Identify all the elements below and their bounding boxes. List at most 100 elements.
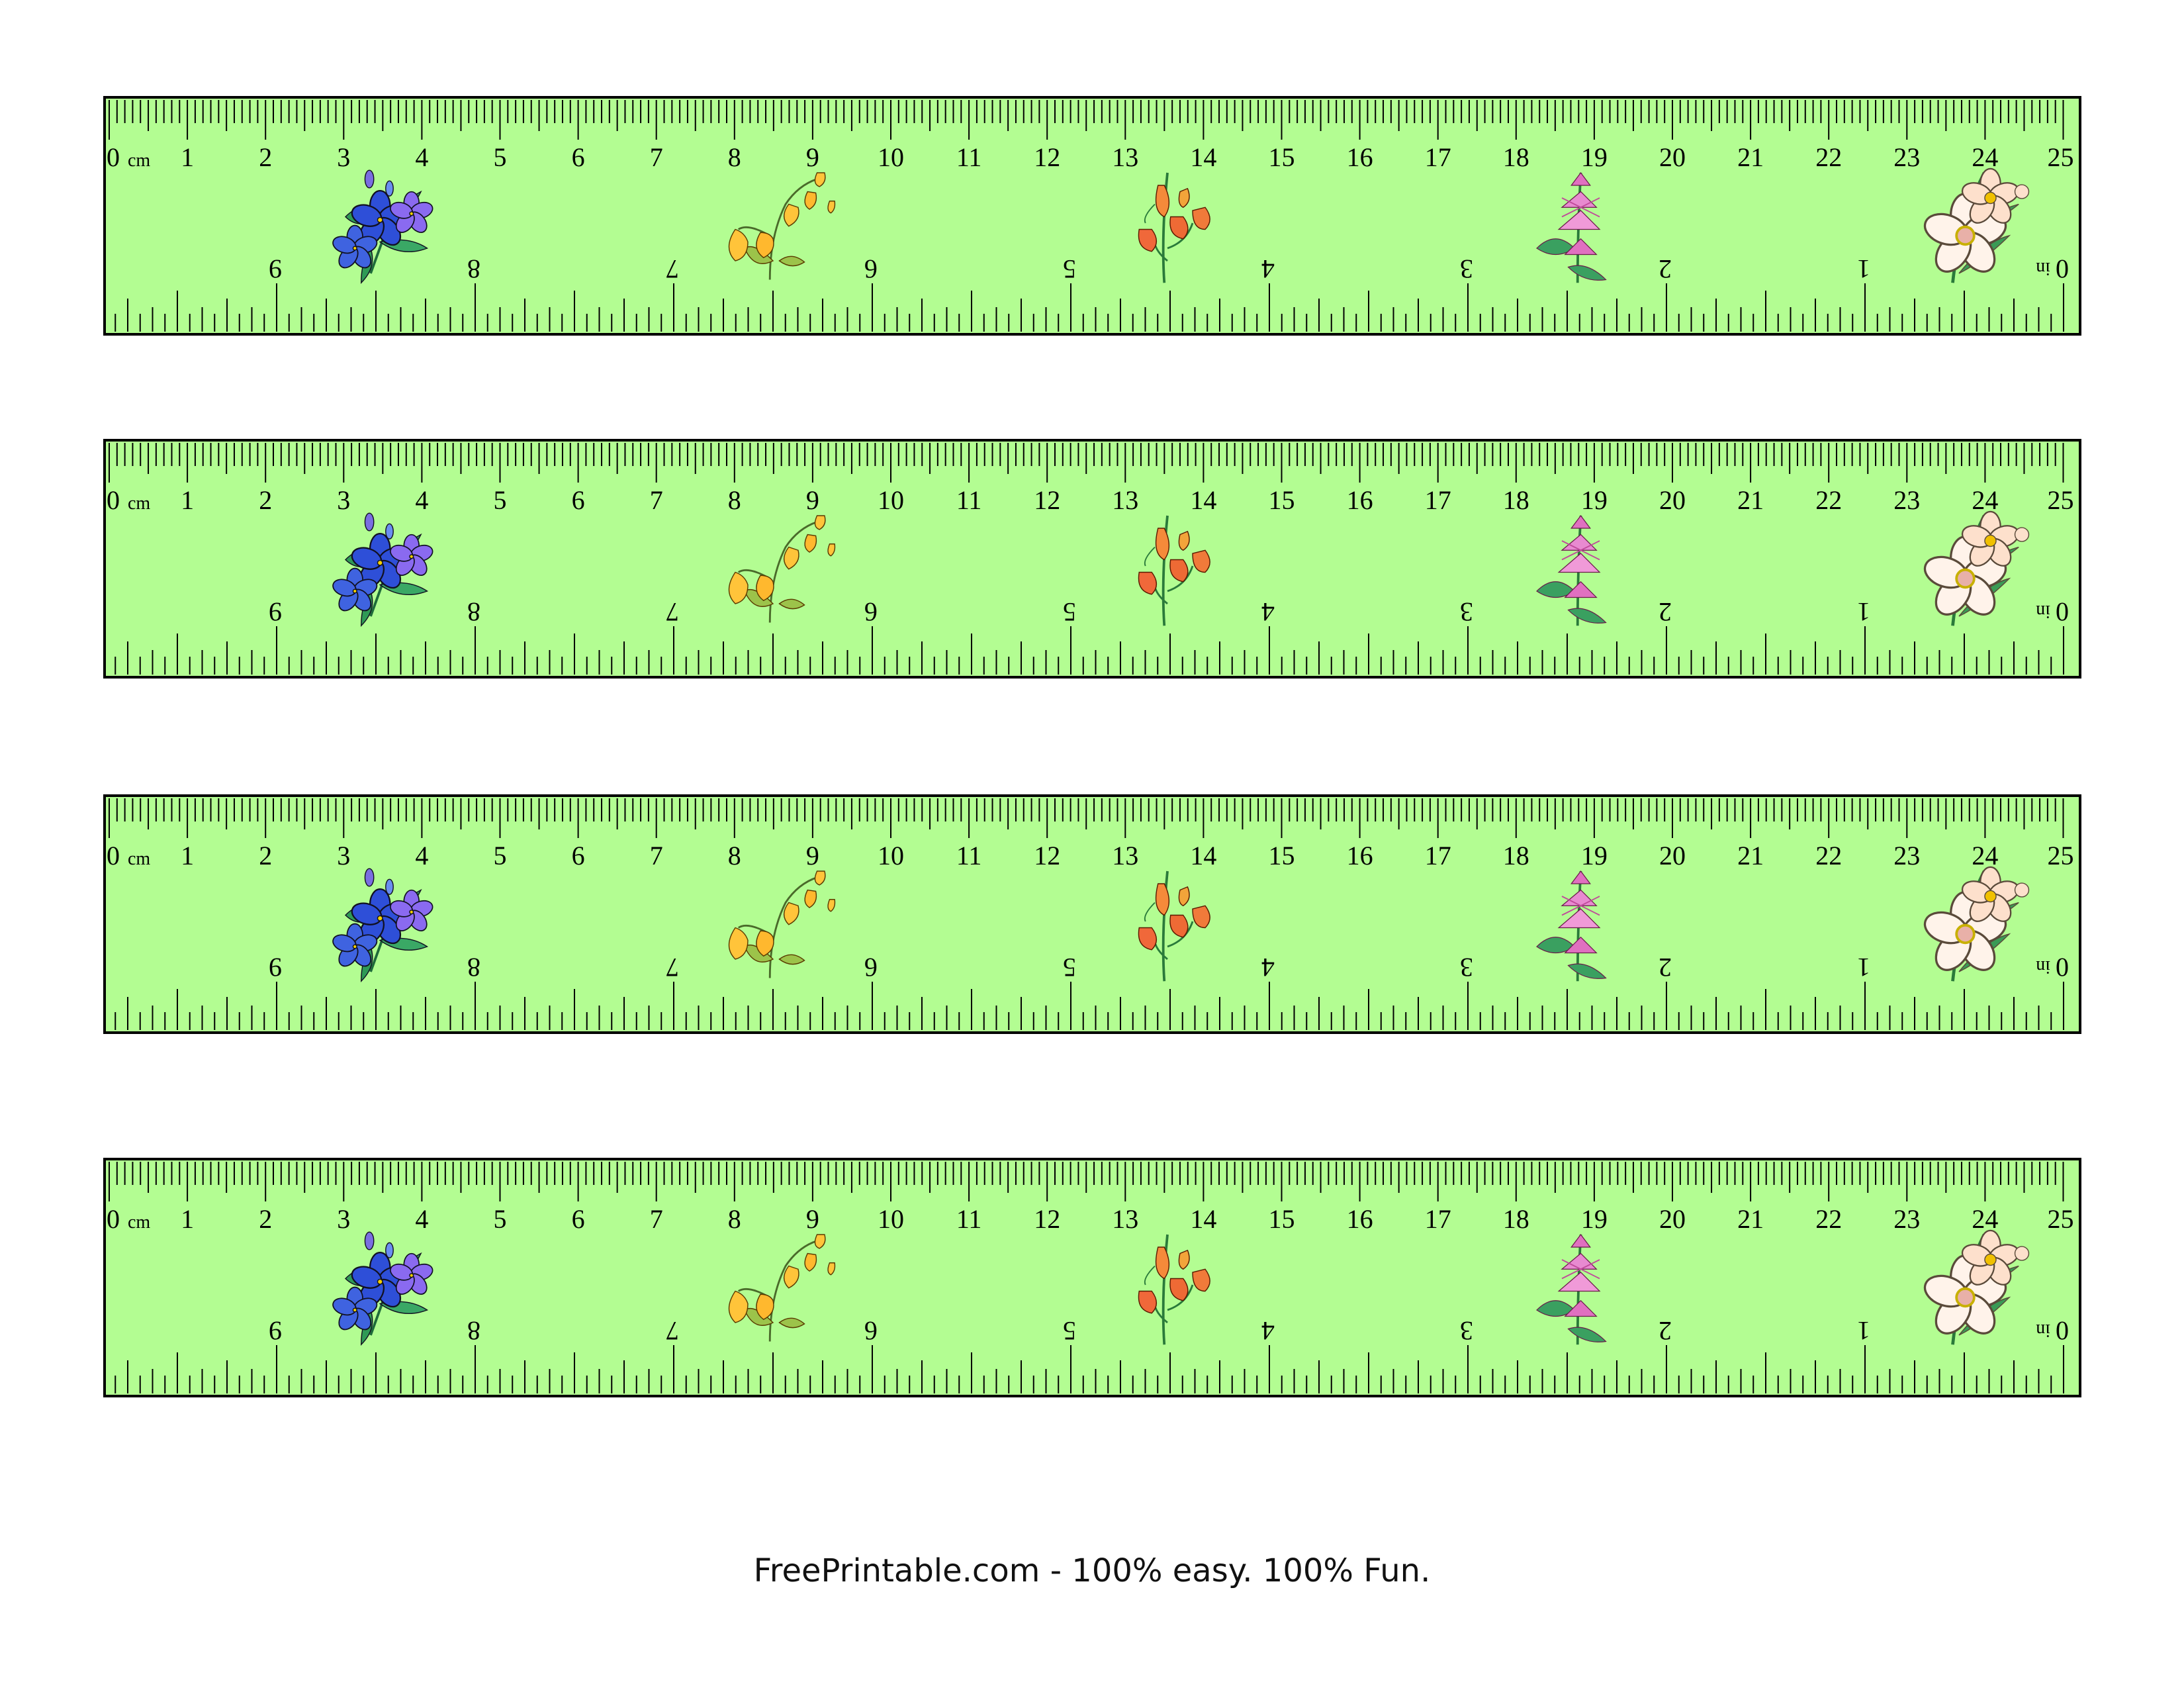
cm-label: 7	[650, 1204, 663, 1234]
cm-label: 0	[107, 1204, 120, 1234]
cm-label: 6	[572, 1204, 585, 1234]
cm-label: 25	[2048, 485, 2074, 515]
cm-label: 10	[878, 485, 904, 515]
inch-label: 7	[666, 597, 679, 627]
cm-label: 9	[806, 1204, 819, 1234]
inch-label: 8	[467, 953, 480, 982]
cm-label: 6	[572, 485, 585, 515]
cm-label: 24	[1972, 841, 1998, 870]
cm-label: 8	[728, 1204, 741, 1234]
cm-label: 10	[878, 1204, 904, 1234]
cm-label: 6	[572, 841, 585, 870]
cm-label: 7	[650, 841, 663, 870]
cm-label: 12	[1034, 841, 1060, 870]
inch-label: 3	[1460, 1316, 1473, 1346]
inch-label: 0	[2056, 254, 2069, 284]
inch-label: 0	[2056, 1316, 2069, 1346]
cm-label: 2	[259, 485, 272, 515]
cm-label: 22	[1815, 485, 1842, 515]
inch-label: 9	[269, 597, 282, 627]
inch-label: 0	[2056, 953, 2069, 982]
cm-label: 18	[1503, 485, 1529, 515]
inch-label: 8	[467, 1316, 480, 1346]
inch-label: 7	[666, 254, 679, 284]
inch-label: 1	[1857, 953, 1870, 982]
cm-label: 18	[1503, 142, 1529, 172]
cm-label: 5	[494, 142, 507, 172]
cm-label: 21	[1737, 142, 1764, 172]
ruler: 0 1 2 3 4 5 6 7 8 9 10 11 12 13 14 15 16 17 18 19 20 21 22 23 24…	[103, 794, 2081, 1034]
cm-label: 15	[1269, 485, 1295, 515]
cm-label: 12	[1034, 485, 1060, 515]
cm-label: 20	[1659, 841, 1686, 870]
cm-label: 9	[806, 485, 819, 515]
inch-label: 5	[1063, 597, 1076, 627]
inch-label: 9	[269, 254, 282, 284]
inch-label: 4	[1261, 953, 1275, 982]
inch-label: 1	[1857, 254, 1870, 284]
footer-credit: FreePrintable.com - 100% easy. 100% Fun.	[753, 1552, 1431, 1589]
cm-label: 10	[878, 142, 904, 172]
cm-label: 4	[415, 1204, 428, 1234]
cm-label: 5	[494, 485, 507, 515]
cm-label: 16	[1347, 485, 1373, 515]
cm-label: 18	[1503, 841, 1529, 870]
cm-label: 7	[650, 142, 663, 172]
cm-label: 21	[1737, 1204, 1764, 1234]
inch-label: 6	[864, 254, 878, 284]
cm-unit-label: cm	[128, 150, 150, 171]
cm-label: 22	[1815, 1204, 1842, 1234]
inch-label: 5	[1063, 1316, 1076, 1346]
inch-label: 5	[1063, 953, 1076, 982]
inch-label: 3	[1460, 953, 1473, 982]
inch-label: 1	[1857, 1316, 1870, 1346]
cm-label: 1	[181, 142, 194, 172]
cm-label: 8	[728, 485, 741, 515]
cm-label: 4	[415, 142, 428, 172]
cm-label: 17	[1425, 841, 1451, 870]
cm-label: 15	[1269, 142, 1295, 172]
cm-label: 18	[1503, 1204, 1529, 1234]
cm-label: 15	[1269, 1204, 1295, 1234]
inch-label: 4	[1261, 597, 1275, 627]
inch-label: 0	[2056, 597, 2069, 627]
cm-label: 25	[2048, 142, 2074, 172]
cm-label: 25	[2048, 841, 2074, 870]
cm-label: 17	[1425, 485, 1451, 515]
cm-unit-label: cm	[128, 1212, 150, 1233]
inch-unit-label: in	[2036, 1320, 2050, 1340]
cm-label: 11	[956, 142, 982, 172]
inch-label: 7	[666, 953, 679, 982]
cm-label: 15	[1269, 841, 1295, 870]
cm-label: 8	[728, 841, 741, 870]
cm-label: 7	[650, 485, 663, 515]
cm-label: 13	[1112, 142, 1138, 172]
cm-label: 1	[181, 841, 194, 870]
inch-label: 9	[269, 1316, 282, 1346]
cm-label: 19	[1581, 841, 1608, 870]
cm-label: 5	[494, 1204, 507, 1234]
cm-label: 12	[1034, 142, 1060, 172]
cm-label: 1	[181, 485, 194, 515]
inch-label: 7	[666, 1316, 679, 1346]
cm-label: 4	[415, 485, 428, 515]
cm-label: 2	[259, 142, 272, 172]
cm-label: 16	[1347, 841, 1373, 870]
ruler: 0 1 2 3 4 5 6 7 8 9 10 11 12 13 14 15 16 17 18 19 20 21 22 23 24…	[103, 439, 2081, 679]
cm-label: 23	[1893, 485, 1920, 515]
cm-label: 22	[1815, 142, 1842, 172]
cm-label: 23	[1893, 1204, 1920, 1234]
cm-label: 4	[415, 841, 428, 870]
cm-label: 0	[107, 841, 120, 870]
cm-label: 20	[1659, 142, 1686, 172]
inch-label: 8	[467, 597, 480, 627]
cm-label: 3	[337, 485, 350, 515]
cm-label: 10	[878, 841, 904, 870]
inch-label: 1	[1857, 597, 1870, 627]
cm-label: 11	[956, 485, 982, 515]
cm-unit-label: cm	[128, 493, 150, 514]
cm-label: 11	[956, 841, 982, 870]
cm-label: 0	[107, 485, 120, 515]
cm-label: 3	[337, 1204, 350, 1234]
